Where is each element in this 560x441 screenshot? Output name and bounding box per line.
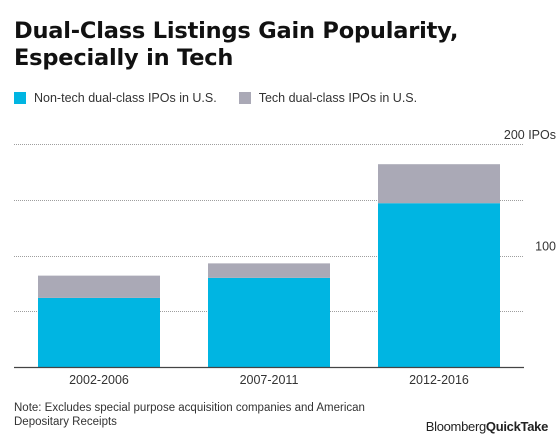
bar-tech-2007-2011 xyxy=(208,263,330,278)
legend-swatch-non-tech xyxy=(14,92,26,104)
bar-non-tech-2012-2016 xyxy=(378,203,500,367)
legend-label-non-tech: Non-tech dual-class IPOs in U.S. xyxy=(34,91,217,105)
logo-part-quicktake: QuickTake xyxy=(485,419,548,434)
bar-non-tech-2007-2011 xyxy=(208,277,330,367)
bar-tech-2002-2006 xyxy=(38,275,160,298)
chart-legend: Non-tech dual-class IPOs in U.S. Tech du… xyxy=(14,89,439,107)
legend-label-tech: Tech dual-class IPOs in U.S. xyxy=(258,91,418,105)
bloomberg-quicktake-logo: BloombergQuickTake xyxy=(425,419,549,434)
chart-title: Dual-Class Listings Gain Popularity, Esp… xyxy=(14,18,459,71)
chart-note: Note: Excludes special purpose acquisiti… xyxy=(14,402,365,428)
x-tick-label: 2002-2006 xyxy=(69,373,129,387)
x-tick-label: 2012-2016 xyxy=(409,373,469,387)
y-tick-label: 200 IPOs xyxy=(504,128,556,142)
legend-item-non-tech: Non-tech dual-class IPOs in U.S. xyxy=(14,91,217,105)
logo-part-bloomberg: Bloomberg xyxy=(425,419,486,434)
bar-tech-2012-2016 xyxy=(378,164,500,204)
bar-non-tech-2002-2006 xyxy=(38,297,160,367)
legend-item-tech: Tech dual-class IPOs in U.S. xyxy=(238,91,418,105)
legend-swatch-tech xyxy=(238,92,251,104)
y-tick-label: 100 xyxy=(535,240,556,254)
x-tick-label: 2007-2011 xyxy=(240,373,299,387)
